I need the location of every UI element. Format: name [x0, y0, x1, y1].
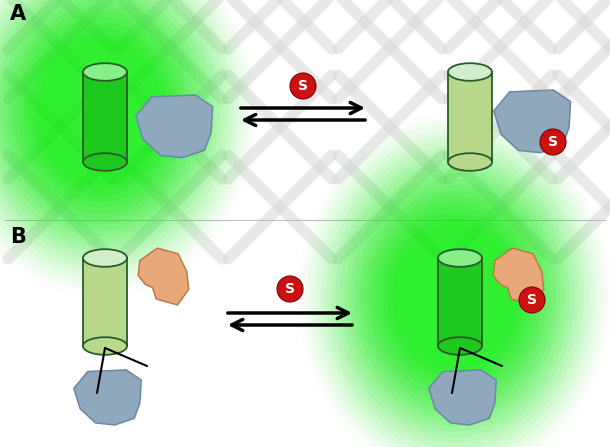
Text: S: S — [285, 282, 295, 296]
Ellipse shape — [0, 0, 229, 263]
Text: S: S — [527, 293, 537, 307]
Ellipse shape — [37, 38, 163, 186]
Ellipse shape — [4, 0, 196, 224]
Ellipse shape — [0, 0, 215, 247]
Ellipse shape — [354, 179, 556, 415]
Ellipse shape — [0, 0, 210, 241]
Ellipse shape — [345, 168, 565, 426]
Ellipse shape — [448, 153, 492, 171]
Ellipse shape — [83, 337, 127, 355]
Ellipse shape — [13, 11, 187, 213]
Ellipse shape — [364, 190, 546, 404]
Polygon shape — [494, 90, 570, 153]
Ellipse shape — [18, 16, 182, 208]
Circle shape — [290, 73, 316, 99]
Ellipse shape — [387, 218, 523, 376]
Ellipse shape — [326, 146, 584, 447]
Bar — [83, 258, 127, 346]
Bar — [448, 72, 492, 162]
Text: A: A — [10, 4, 26, 24]
Polygon shape — [138, 248, 188, 305]
Polygon shape — [429, 370, 496, 425]
Ellipse shape — [32, 33, 168, 191]
Ellipse shape — [28, 27, 172, 197]
Ellipse shape — [438, 249, 482, 267]
Text: S: S — [298, 79, 308, 93]
Polygon shape — [136, 95, 212, 158]
Ellipse shape — [378, 207, 532, 387]
Ellipse shape — [359, 185, 551, 409]
Polygon shape — [493, 248, 544, 305]
Circle shape — [277, 276, 303, 302]
Ellipse shape — [448, 63, 492, 81]
Ellipse shape — [0, 0, 220, 252]
Ellipse shape — [373, 201, 537, 393]
Ellipse shape — [438, 337, 482, 355]
Ellipse shape — [336, 156, 575, 437]
Ellipse shape — [9, 5, 191, 219]
Polygon shape — [74, 370, 141, 425]
Ellipse shape — [83, 249, 127, 267]
Ellipse shape — [83, 153, 127, 171]
Ellipse shape — [83, 63, 127, 81]
Ellipse shape — [0, 0, 201, 230]
Ellipse shape — [382, 212, 527, 382]
Text: B: B — [10, 227, 26, 247]
Ellipse shape — [23, 22, 177, 202]
Circle shape — [519, 287, 545, 313]
Ellipse shape — [0, 0, 206, 236]
Bar — [83, 72, 127, 162]
Ellipse shape — [368, 196, 542, 398]
Ellipse shape — [0, 0, 224, 258]
Ellipse shape — [392, 224, 518, 371]
Circle shape — [540, 129, 566, 155]
Ellipse shape — [340, 162, 570, 432]
Bar — [438, 258, 482, 346]
Ellipse shape — [350, 173, 561, 421]
Ellipse shape — [331, 151, 580, 443]
Text: S: S — [548, 135, 558, 149]
